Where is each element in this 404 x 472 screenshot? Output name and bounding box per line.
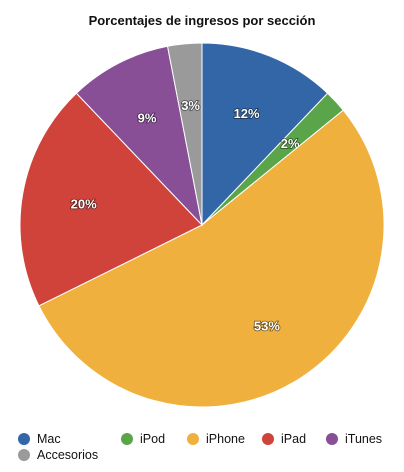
legend-swatch-iphone (187, 433, 199, 445)
slice-label-accesorios: 3% (181, 98, 200, 113)
pie-slice-mac (201, 42, 329, 227)
slice-label-ipod: 2% (281, 136, 300, 151)
legend-label-itunes: iTunes (345, 432, 383, 446)
pie-slice-itunes (75, 45, 203, 227)
legend-label-accesorios: Accesorios (37, 448, 99, 462)
pie-slice-iphone (38, 109, 385, 408)
legend-swatch-accesorios (18, 449, 30, 461)
legend-label-ipod: iPod (140, 432, 166, 446)
legend-item-ipod: iPod (121, 431, 165, 447)
legend-swatch-mac (18, 433, 30, 445)
pie-slice-ipad (19, 92, 203, 307)
legend-swatch-itunes (326, 433, 338, 445)
legend-item-accesorios: Accesorios (18, 447, 98, 463)
legend-label-mac: Mac (37, 432, 61, 446)
legend-item-mac: Mac (18, 431, 61, 447)
legend-item-ipad: iPad (262, 431, 306, 447)
legend-swatch-ipad (262, 433, 274, 445)
slice-label-mac: 12% (234, 106, 260, 121)
chart-title: Porcentajes de ingresos por sección (88, 13, 316, 28)
slice-label-itunes: 9% (138, 111, 157, 126)
legend-item-iphone: iPhone (187, 431, 245, 447)
slice-label-iphone: 53% (254, 319, 280, 334)
legend-label-iphone: iPhone (206, 432, 245, 446)
slice-label-ipad: 20% (71, 197, 97, 212)
legend-item-itunes: iTunes (326, 431, 382, 447)
pie-slice-accesorios (166, 42, 203, 226)
legend-swatch-ipod (121, 433, 133, 445)
legend-label-ipad: iPad (281, 432, 307, 446)
